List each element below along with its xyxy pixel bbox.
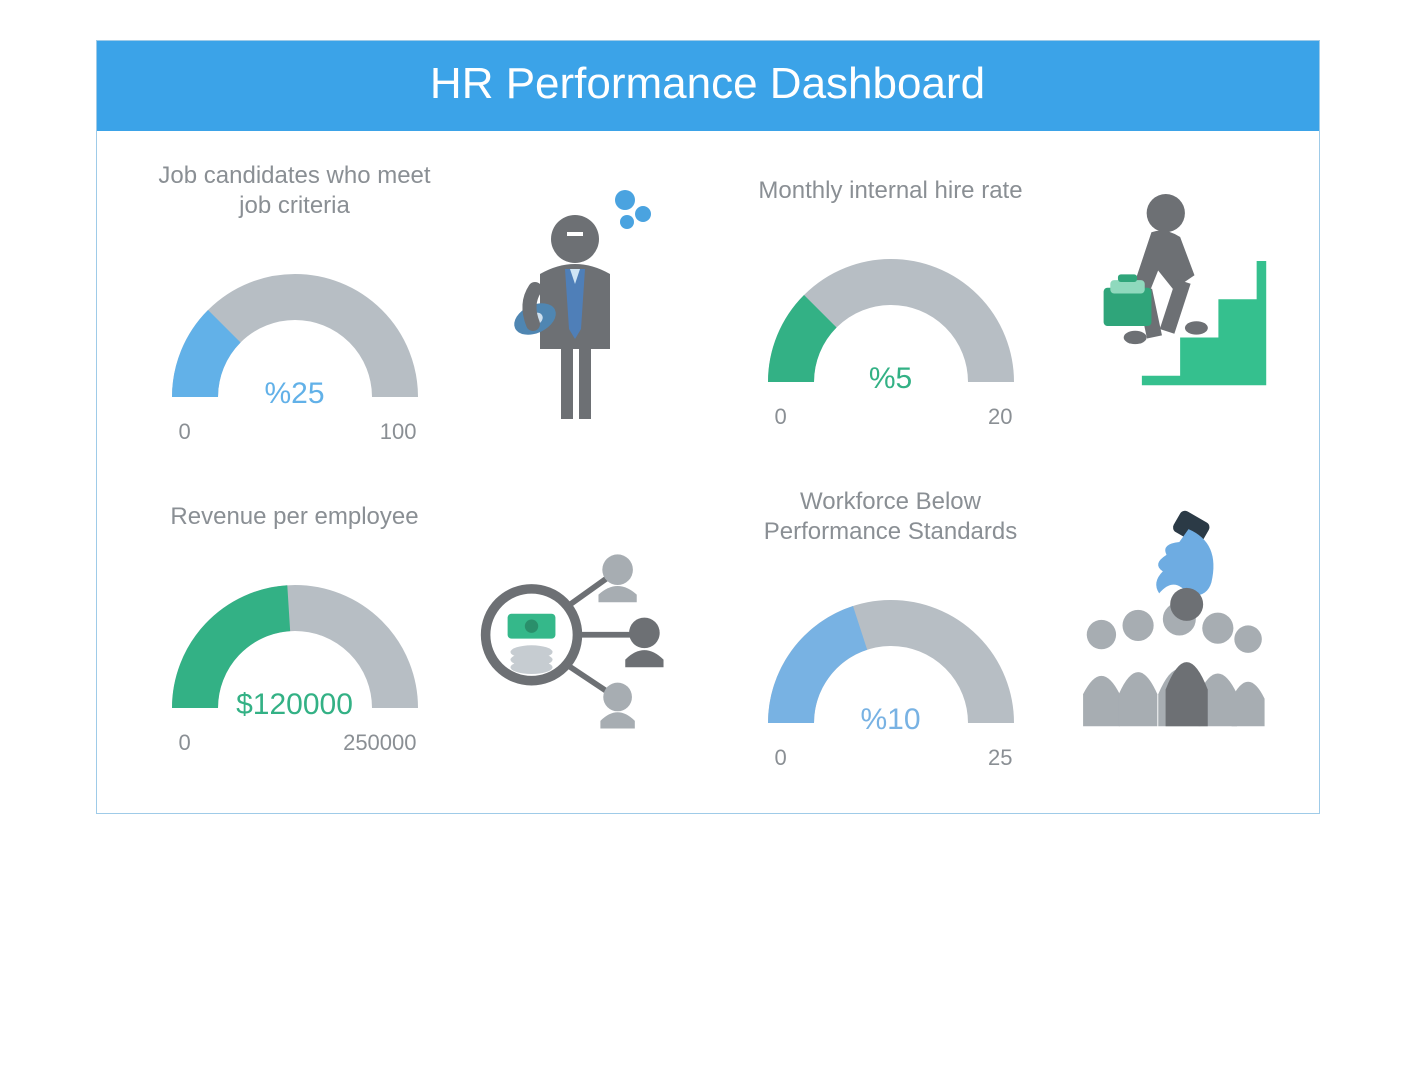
gauge-candidates: Job candidates who meet job criteria %25… (145, 161, 445, 447)
gauge-min: 0 (179, 730, 191, 756)
panel-revenue: Revenue per employee $120000 0 250000 (117, 487, 703, 773)
gauge-value: %10 (741, 703, 1041, 737)
gauge-min: 0 (775, 745, 787, 771)
gauge-max: 100 (380, 419, 417, 445)
gauge-max: 20 (988, 404, 1012, 430)
gauge-max: 250000 (343, 730, 416, 756)
panel-hire-rate: Monthly internal hire rate %5 0 20 (713, 161, 1299, 447)
dashboard-grid: Job candidates who meet job criteria %25… (97, 131, 1319, 813)
gauge-chart: $120000 0 250000 (145, 538, 445, 758)
pick-icon (1051, 500, 1271, 760)
panel-workforce: Workforce Below Performance Standards %1… (713, 487, 1299, 773)
hr-dashboard: HR Performance Dashboard Job candidates … (96, 40, 1320, 814)
gauge-value: $120000 (145, 688, 445, 722)
gauge-chart: %10 0 25 (741, 553, 1041, 773)
candidate-icon (455, 174, 675, 434)
gauge-value: %25 (145, 377, 445, 411)
gauge-title: Monthly internal hire rate (758, 176, 1022, 206)
gauge-revenue: Revenue per employee $120000 0 250000 (145, 502, 445, 758)
dashboard-title: HR Performance Dashboard (97, 41, 1319, 131)
gauge-title: Workforce Below Performance Standards (741, 487, 1041, 547)
gauge-chart: %5 0 20 (741, 212, 1041, 432)
gauge-title: Job candidates who meet job criteria (145, 161, 445, 221)
gauge-hire-rate: Monthly internal hire rate %5 0 20 (741, 176, 1041, 432)
stairs-icon (1051, 174, 1271, 434)
gauge-min: 0 (775, 404, 787, 430)
gauge-chart: %25 0 100 (145, 227, 445, 447)
gauge-title: Revenue per employee (170, 502, 418, 532)
gauge-max: 25 (988, 745, 1012, 771)
revenue-icon (455, 500, 675, 760)
gauge-value: %5 (741, 362, 1041, 396)
gauge-workforce: Workforce Below Performance Standards %1… (741, 487, 1041, 773)
panel-candidates: Job candidates who meet job criteria %25… (117, 161, 703, 447)
gauge-min: 0 (179, 419, 191, 445)
